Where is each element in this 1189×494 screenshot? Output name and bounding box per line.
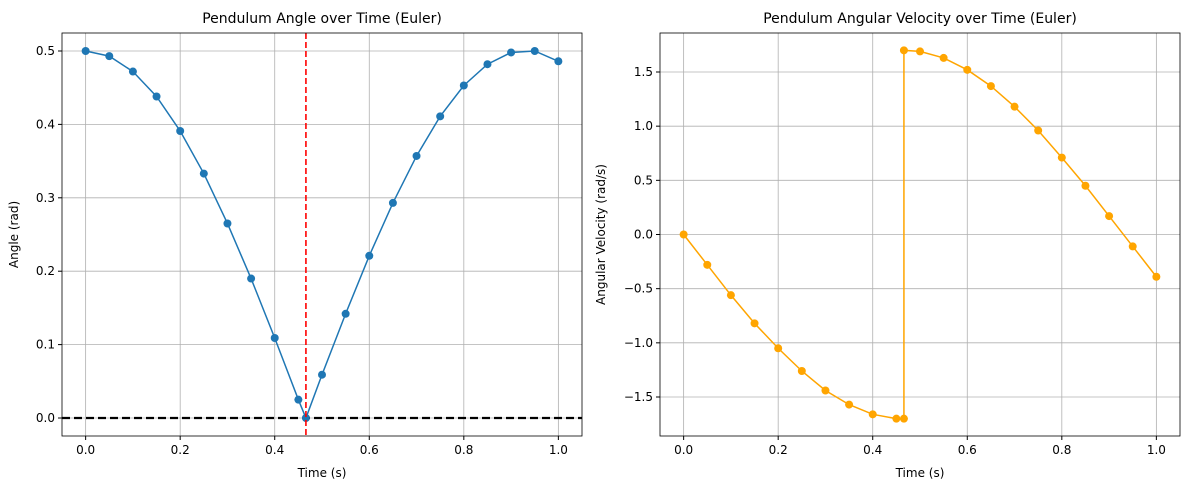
y-tick-label: −1.0 [624, 336, 653, 350]
data-point [1128, 242, 1137, 251]
x-tick-label: 0.4 [863, 443, 882, 457]
data-point [199, 169, 208, 178]
x-tick-label: 0.0 [76, 443, 95, 457]
chart-title: Pendulum Angle over Time (Euler) [202, 11, 442, 27]
y-axis-label: Angle (rad) [7, 201, 21, 268]
data-point [105, 52, 114, 61]
data-point [341, 309, 350, 318]
x-tick-label: 0.8 [454, 443, 473, 457]
data-point [703, 260, 712, 269]
data-point [899, 46, 908, 55]
data-point [270, 334, 279, 343]
y-tick-label: 0.1 [36, 338, 55, 352]
data-point [1105, 212, 1114, 221]
data-point [365, 251, 374, 260]
series-line [85, 50, 559, 421]
x-tick-label: 1.0 [1147, 443, 1166, 457]
x-tick-label: 0.8 [1052, 443, 1071, 457]
x-tick-label: 1.0 [549, 443, 568, 457]
y-tick-label: 0.0 [634, 228, 653, 242]
x-tick-label: 0.2 [171, 443, 190, 457]
data-point [81, 46, 90, 55]
y-tick-label: 0.5 [36, 44, 55, 58]
data-point [797, 367, 806, 375]
y-tick-label: −1.5 [624, 390, 653, 404]
data-point [899, 414, 908, 423]
y-tick-label: 1.0 [634, 119, 653, 133]
data-point [1010, 102, 1019, 111]
x-axis-label: Time (s) [297, 466, 347, 480]
data-point [774, 344, 783, 353]
data-point [1034, 126, 1043, 135]
y-tick-label: −0.5 [624, 282, 653, 296]
data-point [388, 198, 397, 207]
data-point [436, 112, 445, 121]
data-point [1057, 153, 1066, 162]
data-point [916, 47, 924, 56]
data-point [868, 410, 877, 419]
data-point [318, 370, 326, 379]
data-point [459, 81, 468, 90]
data-point [247, 274, 256, 283]
y-tick-label: 1.5 [634, 65, 653, 79]
data-point [726, 291, 735, 300]
y-tick-label: 0.2 [36, 264, 55, 278]
data-point [986, 82, 995, 91]
data-point [530, 46, 539, 55]
data-point [1152, 272, 1161, 281]
data-point [483, 60, 492, 69]
y-tick-label: 0.4 [36, 117, 55, 131]
data-point [750, 319, 759, 328]
y-tick-label: 0.0 [36, 411, 55, 425]
data-point [507, 48, 516, 57]
data-point [294, 395, 303, 404]
y-tick-label: 0.3 [36, 191, 55, 205]
data-point [554, 57, 563, 66]
data-point [152, 92, 161, 101]
data-point [892, 414, 901, 423]
x-tick-label: 0.4 [265, 443, 284, 457]
data-point [679, 230, 688, 239]
plot-frame [61, 32, 583, 437]
y-axis-label: Angular Velocity (rad/s) [594, 164, 608, 305]
data-point [1081, 181, 1090, 190]
data-point [412, 151, 421, 160]
data-point [845, 400, 854, 409]
x-axis-label: Time (s) [895, 466, 945, 480]
chart-title: Pendulum Angular Velocity over Time (Eul… [763, 11, 1077, 27]
x-tick-label: 0.6 [360, 443, 379, 457]
data-point [301, 414, 310, 423]
data-point [939, 53, 948, 62]
data-point [128, 67, 137, 76]
y-tick-label: 0.5 [634, 173, 653, 187]
x-tick-label: 0.2 [769, 443, 788, 457]
data-point [223, 219, 232, 228]
x-tick-label: 0.0 [674, 443, 693, 457]
data-point [176, 126, 185, 135]
data-point [963, 65, 972, 74]
data-point [821, 386, 830, 395]
x-tick-label: 0.6 [958, 443, 977, 457]
plot-frame [659, 32, 1181, 437]
